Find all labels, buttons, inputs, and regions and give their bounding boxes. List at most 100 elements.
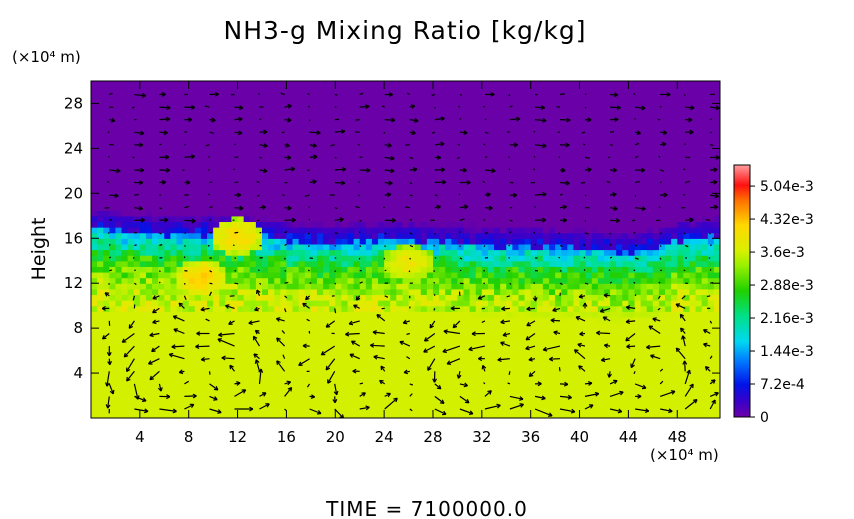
field-cell (701, 401, 709, 408)
field-cell (500, 389, 507, 397)
field-cell (420, 344, 428, 352)
field-cell (671, 182, 678, 189)
field-cell (103, 311, 110, 318)
field-cell (390, 182, 397, 189)
field-cell (506, 210, 513, 217)
field-cell (616, 339, 623, 346)
field-cell (152, 249, 159, 256)
field-cell (408, 170, 416, 178)
field-cell (91, 176, 98, 183)
field-cell (200, 384, 208, 391)
field-cell (323, 165, 330, 172)
field-cell (304, 238, 312, 245)
field-cell (432, 384, 440, 391)
field-cell (225, 243, 233, 251)
field-cell (481, 182, 489, 189)
field-cell (292, 406, 300, 413)
field-cell (152, 406, 159, 413)
field-cell (542, 154, 550, 161)
field-cell (634, 412, 642, 418)
field-cell (304, 193, 312, 200)
field-cell (555, 227, 562, 234)
field-cell (494, 367, 501, 374)
field-cell (567, 182, 575, 189)
field-cell (518, 288, 526, 296)
field-cell (683, 221, 691, 228)
field-cell (610, 356, 617, 363)
field-cell (316, 255, 324, 262)
field-cell (213, 255, 220, 262)
field-cell (494, 159, 501, 166)
field-cell (414, 406, 422, 413)
field-cell (585, 255, 593, 262)
field-cell (487, 356, 495, 363)
field-cell (237, 159, 245, 166)
field-cell (152, 243, 159, 251)
field-cell (139, 356, 147, 363)
field-cell (671, 249, 678, 256)
field-cell (219, 277, 226, 284)
field-cell (103, 316, 110, 324)
field-cell (622, 311, 629, 318)
field-cell (109, 395, 117, 402)
field-cell (219, 260, 226, 267)
field-cell (640, 277, 648, 284)
field-cell (646, 266, 654, 273)
field-cell (127, 395, 135, 402)
field-cell (567, 344, 575, 352)
field-cell (518, 361, 526, 369)
field-cell (585, 277, 593, 284)
field-cell (274, 305, 281, 312)
field-cell (500, 266, 507, 273)
field-cell (561, 193, 568, 200)
field-cell (243, 305, 251, 312)
field-cell (487, 401, 495, 408)
field-cell (457, 316, 465, 324)
field-cell (207, 176, 214, 183)
field-cell (555, 384, 562, 391)
field-cell (341, 367, 349, 374)
field-cell (616, 227, 623, 234)
field-cell (341, 148, 349, 155)
field-cell (347, 154, 355, 161)
field-cell (127, 271, 135, 279)
field-cell (671, 187, 678, 194)
field-cell (500, 148, 507, 155)
field-cell (536, 322, 544, 329)
field-cell (506, 395, 513, 402)
field-cell (487, 249, 495, 256)
field-cell (524, 260, 532, 267)
field-cell (207, 401, 214, 408)
field-cell (158, 142, 165, 149)
field-cell (518, 210, 526, 217)
field-cell (194, 221, 202, 228)
field-cell (152, 170, 159, 178)
field-cell (200, 243, 208, 251)
field-cell (353, 193, 361, 200)
field-cell (597, 378, 605, 385)
field-cell (658, 333, 666, 340)
field-cell (616, 401, 623, 408)
field-cell (341, 210, 349, 217)
field-cell (451, 238, 459, 245)
field-cell (469, 255, 477, 262)
field-cell (634, 170, 642, 178)
field-cell (506, 159, 513, 166)
field-cell (371, 401, 379, 408)
field-cell (591, 361, 599, 369)
field-cell (390, 406, 397, 413)
field-cell (530, 165, 538, 172)
field-cell (408, 215, 416, 223)
field-cell (689, 232, 697, 239)
field-cell (579, 182, 587, 189)
field-cell (500, 170, 507, 178)
field-cell (408, 221, 416, 228)
field-cell (555, 215, 562, 223)
field-cell (432, 316, 440, 324)
field-cell (707, 322, 715, 329)
field-cell (109, 243, 117, 251)
field-cell (457, 148, 465, 155)
field-cell (121, 159, 129, 166)
field-cell (335, 159, 342, 166)
field-cell (304, 300, 312, 307)
